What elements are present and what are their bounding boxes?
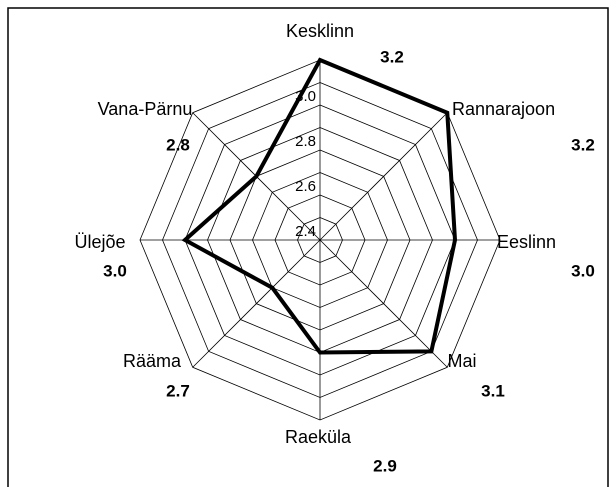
category-label: Rääma [123,351,182,371]
value-label: 3.2 [571,135,595,154]
data-line [181,57,458,355]
tick-label: 2.4 [295,223,316,240]
category-label: Eeslinn [497,232,556,252]
value-label: 3.1 [481,381,505,400]
tick-label: 2.8 [295,133,316,150]
category-label: Rannarajoon [452,99,555,119]
value-label: 2.8 [166,135,190,154]
category-label: Ülejõe [74,232,125,252]
value-label: 3.2 [380,47,404,66]
value-label: 3.0 [571,261,595,280]
category-label: Raeküla [285,427,352,447]
category-label: Mai [447,351,476,371]
value-label: 2.9 [373,456,397,475]
category-label: Vana-Pärnu [98,99,193,119]
value-label: 3.0 [103,261,127,280]
axis-spoke [319,112,448,241]
category-label: Kesklinn [286,21,354,41]
axis-spoke [319,239,448,368]
axis-spoke [192,239,321,368]
value-label: 2.7 [166,381,190,400]
tick-label: 2.6 [295,178,316,195]
